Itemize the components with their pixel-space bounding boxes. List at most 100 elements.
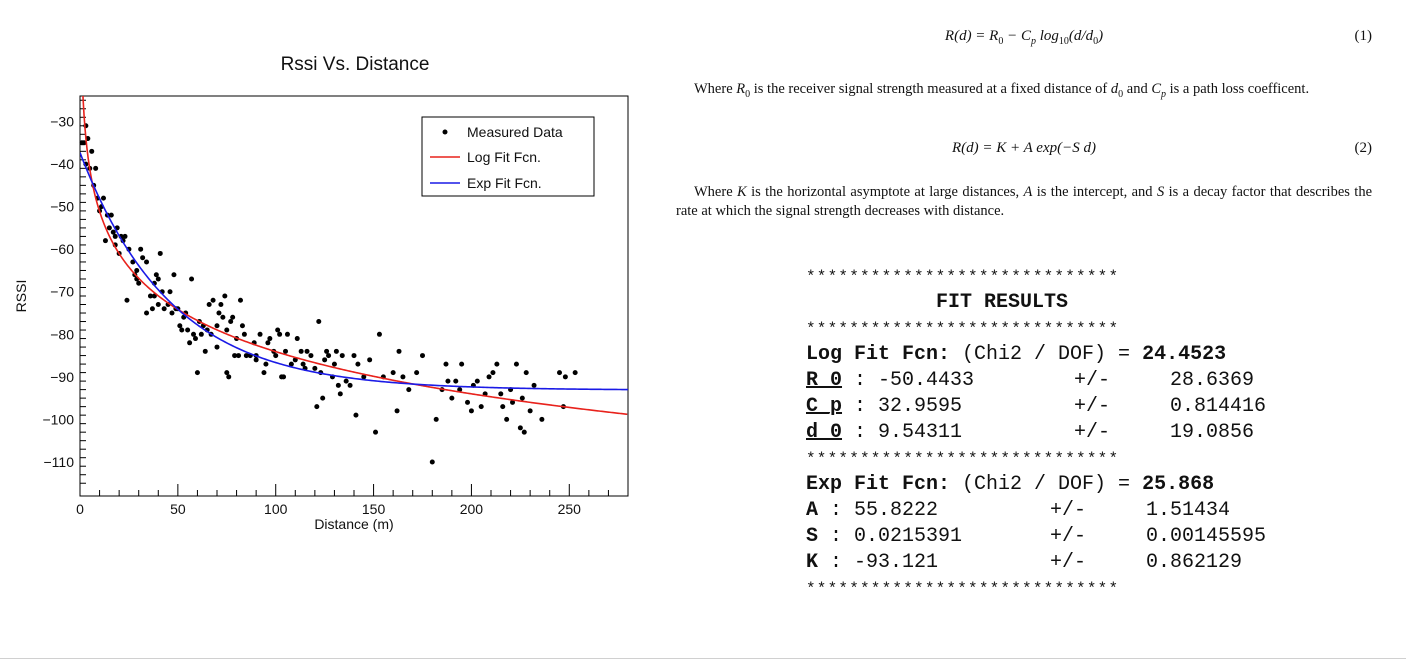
param-error: 0.862129 [1146,551,1243,574]
y-tick-label: −90 [50,369,74,385]
param-row: S : 0.0215391 +/- 0.00145595 [806,525,1267,548]
data-point [81,140,87,146]
data-point [239,323,245,329]
data-point [351,353,357,359]
eq1-sub: 10 [1058,36,1069,47]
data-point [224,327,230,333]
x-tick-label: 150 [362,501,386,517]
y-tick-label: −70 [50,284,74,300]
data-point [161,306,167,312]
data-point [519,395,525,401]
data-point [100,195,106,201]
param-value: -50.4433 [878,369,975,392]
y-axis-label: RSSI [13,280,29,313]
legend-label: Exp Fit Fcn. [467,175,542,191]
data-point [236,353,242,359]
param-error: 28.6369 [1170,369,1255,392]
data-point [232,353,238,359]
data-point [194,370,200,376]
param-row: d_0 : 9.54311 +/- 19.0856 [806,421,1255,444]
param-value: 55.8222 [854,499,939,522]
data-point [517,425,523,431]
paragraph-1: Where R0 is the receiver signal strength… [676,80,1372,104]
data-point [237,297,243,303]
data-point [214,323,220,329]
x-tick-label: 0 [76,501,84,517]
y-tick-label: −30 [50,114,74,130]
data-point [214,344,220,350]
data-point [110,229,116,235]
eq1-part: ) [1098,28,1104,44]
data-point [486,374,492,380]
data-point [562,374,568,380]
data-point [261,370,267,376]
exp-chi-value: 25.868 [1142,473,1215,496]
para2-text: is the intercept, and [1032,184,1157,200]
data-point [167,289,173,295]
rssi-chart: Rssi Vs. Distance −30 −40 −50 −60 −70 −80 −90 −1… [0,0,660,600]
data-point [376,331,382,337]
data-point [333,348,339,354]
data-point [326,353,332,359]
data-point [102,238,108,244]
data-point [263,361,269,367]
data-point [572,370,578,376]
y-tick-label: −60 [50,241,74,257]
data-point [308,353,314,359]
stars-divider: ***************************** [806,580,1120,598]
para1-sub: 0 [745,88,751,100]
param-pm: +/- [1074,395,1111,418]
data-point [312,365,318,371]
equation-1: R(d) = R0 − Cp log10(d/d0) (1) [676,28,1372,54]
data-point [179,327,185,333]
para1-text: and [1123,81,1152,97]
data-point [453,378,459,384]
data-point [390,370,396,376]
param-name: K [806,551,819,574]
data-point [443,361,449,367]
data-point [265,340,271,346]
paragraph-2: Where K is the horizontal asymptote at l… [676,183,1372,221]
equation-2-number: (2) [1354,140,1373,156]
data-point [504,416,510,422]
data-point [445,378,451,384]
data-point [191,331,197,337]
data-point [457,387,463,393]
data-point [298,348,304,354]
para1-text: Where [694,81,737,97]
data-point [106,225,112,231]
equation-2-math: R(d) = K + A exp(−S d) [952,140,1096,156]
legend-label: Measured Data [467,124,563,140]
data-point [531,382,537,388]
para2-text: is the horizontal asymptote at large dis… [746,184,1024,200]
para1-var: C [1151,81,1161,97]
equation-1-number: (1) [1354,28,1373,44]
data-point [406,387,412,393]
data-point [155,302,161,308]
data-point [157,250,163,256]
param-row: C_p : 32.9595 +/- 0.814416 [806,395,1267,418]
data-point [89,148,95,154]
data-point [134,267,140,273]
chart-title: Rssi Vs. Distance [281,54,430,75]
data-point [149,306,155,312]
data-point [500,404,506,410]
x-tick-label: 50 [170,501,186,517]
data-point [267,336,273,342]
data-point [243,353,249,359]
data-point [151,293,157,299]
data-point [257,331,263,337]
data-point [494,361,500,367]
data-point [320,395,326,401]
page-divider [0,658,1406,659]
param-row: A : 55.8222 +/- 1.51434 [806,499,1231,522]
param-error: 19.0856 [1170,421,1255,444]
data-point [510,399,516,405]
eq1-part: log [1035,28,1059,44]
log-fit-header: Log Fit Fcn: (Chi2 / DOF) = 24.4523 [806,342,1326,368]
param-error: 1.51434 [1146,499,1231,522]
data-point [216,310,222,316]
data-point [147,293,153,299]
data-point [122,233,128,239]
param-name: d_0 [806,421,843,444]
